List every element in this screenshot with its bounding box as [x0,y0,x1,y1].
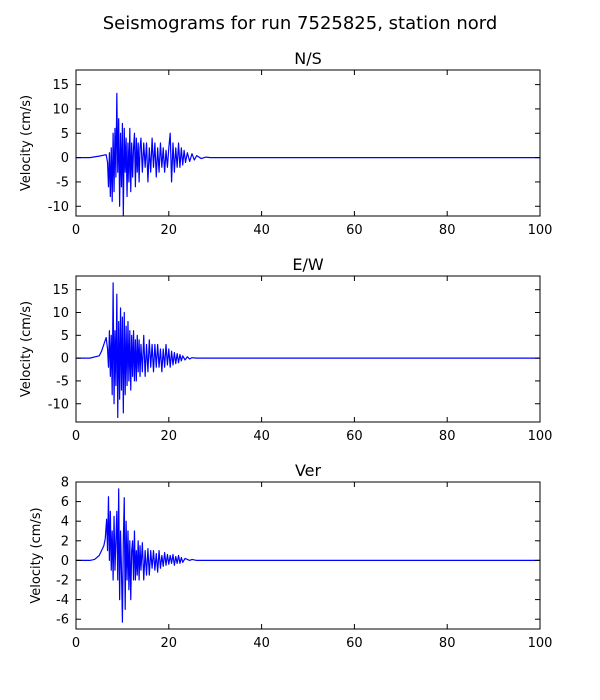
x-tick-label: 60 [346,429,363,444]
series-line [76,92,540,216]
x-tick-label: 100 [528,223,553,238]
y-tick-label: 5 [61,127,69,142]
axes-frame [75,481,541,630]
axes-frame [75,69,541,217]
x-tick-label: 40 [253,636,270,651]
y-axis-label: Velocity (cm/s) [19,301,34,397]
y-tick-label: -5 [56,175,69,190]
x-tick-label: 60 [346,636,363,651]
x-tick-label: 100 [528,636,553,651]
y-tick-label: -5 [56,374,69,389]
y-axis-label: Velocity (cm/s) [29,507,44,603]
y-tick-label: 5 [61,329,69,344]
y-tick-label: 8 [61,476,69,491]
x-tick-label: 0 [72,636,80,651]
y-tick-label: 15 [52,78,69,93]
y-tick-label: 10 [52,102,69,117]
x-tick-label: 40 [253,223,270,238]
x-tick-label: 0 [72,223,80,238]
x-tick-label: 80 [439,429,456,444]
series-line [76,282,540,419]
x-tick-label: 40 [253,429,270,444]
y-tick-label: 4 [61,515,69,530]
panel-title: E/W [292,255,324,274]
axes-frame [75,275,541,423]
y-tick-label: -6 [56,613,69,628]
y-tick-label: -10 [48,200,69,215]
y-tick-label: -10 [48,397,69,412]
y-tick-label: 15 [52,283,69,298]
panel-title: Ver [295,461,322,480]
y-tick-label: 10 [52,306,69,321]
y-tick-label: 6 [61,495,69,510]
figure-title: Seismograms for run 7525825, station nor… [103,13,498,34]
x-tick-label: 80 [439,636,456,651]
x-tick-label: 60 [346,223,363,238]
panel-ns: N/S Velocity (cm/s) 0 20 40 60 80 100 -10 -5 0 5 1… [19,49,552,238]
panel-ver: Ver Velocity (cm/s) 0 20 40 60 80 100 -6 -4 -2 0 2… [29,461,552,651]
x-tick-label: 20 [161,636,178,651]
y-tick-label: -4 [56,593,69,608]
x-tick-label: 0 [72,429,80,444]
x-tick-label: 80 [439,223,456,238]
y-tick-label: -2 [56,574,69,589]
x-tick-label: 100 [528,429,553,444]
y-tick-label: 0 [61,554,69,569]
x-tick-label: 20 [161,429,178,444]
y-tick-label: 0 [61,352,69,367]
y-axis-label: Velocity (cm/s) [19,95,34,191]
series-line [76,488,540,623]
x-tick-label: 20 [161,223,178,238]
panel-ew: E/W Velocity (cm/s) 0 20 40 60 80 100 -10 -5 0 5 1… [19,255,552,444]
y-tick-label: 0 [61,151,69,166]
panel-title: N/S [294,49,322,68]
y-tick-label: 2 [61,534,69,549]
